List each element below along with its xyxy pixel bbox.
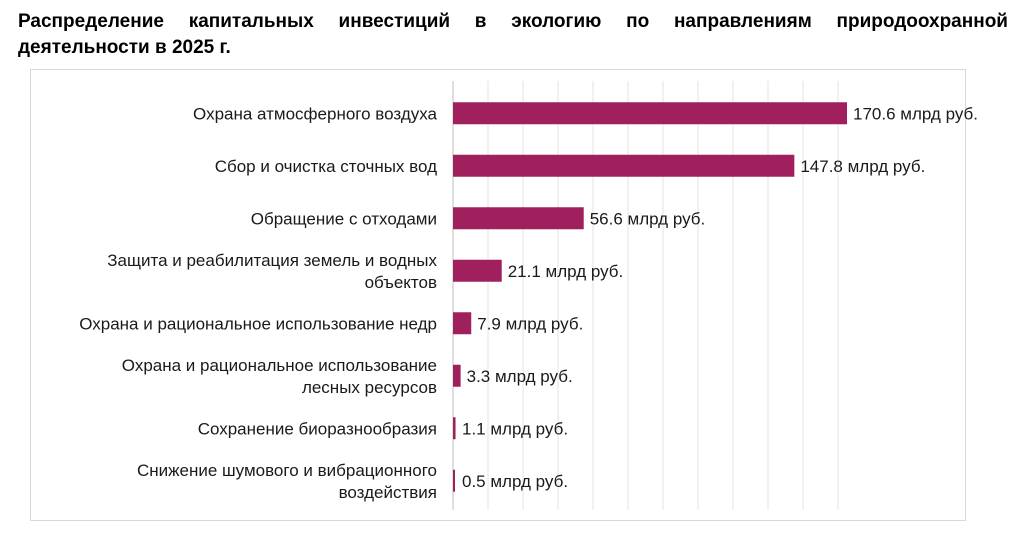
data-label: 7.9 млрд руб. [477,314,583,333]
data-label: 56.6 млрд руб. [590,209,706,228]
chart-title: Распределение капитальных инвестиций в э… [18,11,1008,58]
data-label: 1.1 млрд руб. [462,419,568,438]
category-label: Охрана и рациональное использование недр [79,314,437,333]
data-label: 0.5 млрд руб. [462,472,568,491]
category-label: Обращение с отходами [251,209,437,228]
category-label: Сбор и очистка сточных вод [215,157,437,176]
bar [453,259,502,282]
bar [453,417,456,440]
category-label: Защита и реабилитация земель и водных объ… [107,251,437,292]
data-label: 21.1 млрд руб. [508,262,624,281]
bar [453,364,461,387]
bar [453,154,795,177]
category-label: Охрана атмосферного воздуха [193,104,438,123]
data-label: 170.6 млрд руб. [853,104,978,123]
category-label: Охрана и рациональное использование лесны… [122,356,437,397]
bar [453,312,472,335]
bar [453,102,847,125]
data-label: 3.3 млрд руб. [467,367,573,386]
bar [453,469,455,492]
bar [453,207,584,230]
category-label: Сохранение биоразнообразия [198,419,437,438]
data-label: 147.8 млрд руб. [800,157,925,176]
chart-frame [30,69,966,521]
category-label: Снижение шумового и вибрационного воздейс… [137,461,437,502]
